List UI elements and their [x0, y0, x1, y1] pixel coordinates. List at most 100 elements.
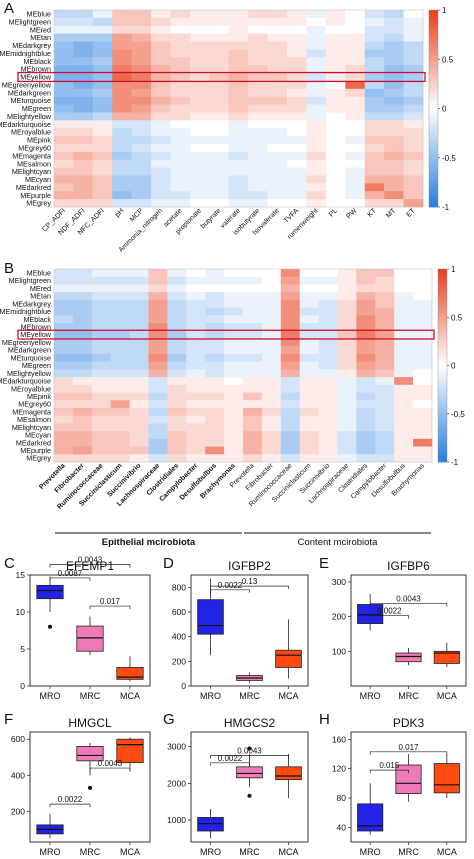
heatmap-cell — [228, 143, 249, 153]
heatmap-cell — [228, 73, 249, 82]
heatmap-cell — [129, 407, 149, 416]
heatmap-cell — [151, 136, 171, 145]
colorbar-step — [429, 36, 438, 40]
row-label: MEroyalblue — [11, 384, 51, 393]
heatmap-cell — [280, 384, 300, 393]
heatmap-cell — [280, 361, 300, 370]
heatmap-cell — [243, 454, 263, 463]
heatmap-cell — [299, 269, 319, 278]
heatmap-cell — [299, 315, 319, 324]
heatmap-cell — [92, 17, 113, 27]
heatmap-cell — [224, 369, 244, 378]
heatmap-cell — [394, 446, 414, 455]
heatmap-cell — [243, 400, 263, 409]
heatmap-cell — [345, 191, 366, 200]
colorbar-step — [438, 326, 447, 331]
y-tick-label: 300 — [332, 577, 346, 587]
p-value-label: 0.017 — [100, 597, 121, 606]
heatmap-cell — [299, 400, 319, 409]
heatmap-cell — [186, 369, 206, 378]
heatmap-cell — [131, 151, 152, 161]
colorbar-step — [438, 394, 447, 399]
colorbar-step — [429, 75, 438, 80]
heatmap-cell — [54, 292, 74, 301]
heatmap-cell — [73, 96, 94, 105]
heatmap-cell — [209, 136, 230, 145]
heatmap-cell — [91, 299, 111, 308]
heatmap-cell — [224, 330, 244, 339]
heatmap-cell — [318, 446, 338, 455]
heatmap-cell — [403, 175, 424, 184]
heatmap-cell — [112, 104, 132, 113]
heatmap-cell — [167, 338, 187, 347]
colorbar-tick-label: 1 — [451, 265, 456, 274]
heatmap-cell — [189, 73, 210, 82]
row-label: MEsalmon — [17, 159, 51, 168]
heatmap-cell — [91, 438, 111, 447]
heatmap-cell — [148, 269, 168, 278]
x-tick-label: MRC — [398, 691, 419, 701]
heatmap-cell — [170, 183, 191, 192]
heatmap-cell — [403, 151, 424, 161]
colorbar-step — [438, 275, 447, 280]
row-label: MEred — [30, 25, 51, 34]
heatmap-cell — [267, 10, 288, 19]
heatmap-cell — [267, 136, 288, 145]
heatmap-cell — [318, 276, 338, 285]
heatmap-cell — [129, 284, 149, 293]
colorbar-step — [429, 124, 438, 129]
heatmap-cell — [131, 41, 152, 50]
heatmap-cell — [72, 407, 93, 416]
heatmap-cell — [151, 199, 171, 208]
column-label: MCP — [129, 207, 145, 223]
heatmap-cell — [73, 112, 94, 121]
heatmap-cell — [224, 276, 244, 285]
heatmap-cell — [299, 353, 319, 362]
heatmap-cell — [299, 415, 319, 424]
colorbar-step — [438, 346, 447, 350]
heatmap-cell — [375, 292, 395, 301]
heatmap-cell — [209, 73, 230, 82]
heatmap-cell — [337, 415, 357, 424]
heatmap-cell — [110, 307, 130, 316]
heatmap-cell — [299, 384, 319, 393]
heatmap-cell — [356, 423, 376, 432]
heatmap-cell — [318, 423, 338, 432]
y-tick-label: 10 — [16, 607, 26, 617]
colorbar-step — [438, 320, 447, 325]
heatmap-cell — [151, 112, 171, 121]
heatmap-cell — [248, 88, 268, 97]
heatmap-cell — [73, 199, 94, 208]
heatmap-cell — [112, 25, 132, 34]
heatmap-cell — [148, 330, 168, 339]
heatmap-cell — [261, 446, 282, 455]
heatmap-cell — [364, 136, 385, 145]
heatmap-cell — [151, 175, 171, 184]
colorbar-step — [429, 180, 438, 185]
heatmap-cell — [170, 128, 191, 137]
heatmap-cell — [325, 49, 346, 58]
heatmap-cell — [148, 315, 168, 324]
heatmap-cell — [364, 33, 385, 42]
heatmap-cell — [54, 120, 74, 129]
row-label: MEdarkred — [16, 438, 51, 447]
heatmap-cell — [129, 377, 149, 386]
heatmap-cell — [299, 369, 319, 378]
heatmap-cell — [72, 269, 93, 278]
colorbar-step — [429, 16, 438, 21]
heatmap-b: MEblueMElightgreenMEredMEtanMEdarkgreyME… — [0, 265, 465, 548]
colorbar-step — [429, 118, 438, 123]
heatmap-cell — [170, 191, 191, 200]
heatmap-cell — [92, 25, 113, 34]
heatmap-cell — [261, 330, 282, 339]
heatmap-cell — [280, 454, 300, 463]
colorbar-step — [438, 269, 447, 273]
heatmap-cell — [112, 65, 132, 74]
heatmap-cell — [345, 136, 366, 145]
panel-title: IGFBP2 — [228, 559, 271, 573]
heatmap-cell — [91, 384, 111, 393]
heatmap-cell — [299, 377, 319, 386]
heatmap-cell — [413, 377, 433, 386]
heatmap-cell — [54, 431, 74, 440]
heatmap-cell — [345, 151, 366, 161]
